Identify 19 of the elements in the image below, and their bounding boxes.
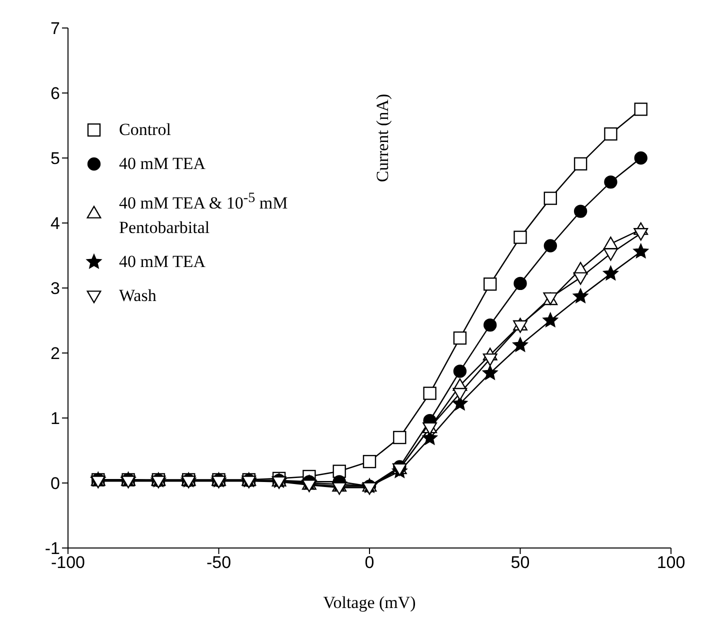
y-tick-label: 4 (50, 214, 60, 234)
y-axis-title: Current (nA) (373, 94, 392, 182)
x-axis-title: Voltage (mV) (323, 593, 416, 612)
legend-label: Wash (119, 284, 158, 307)
x-tick-label: -50 (206, 553, 232, 572)
x-tick-label: 0 (364, 553, 374, 572)
y-tick-label: 5 (50, 149, 60, 168)
y-tick-label: 6 (50, 84, 60, 104)
text: 40 mM TEA & 10$^{-5}$ mM Pentobarbital (119, 190, 288, 237)
y-tick-label: 0 (50, 474, 60, 494)
y-tick-label: 3 (50, 279, 60, 298)
legend-label: 40 mM TEA (119, 250, 207, 273)
x-tick-label: 50 (510, 553, 530, 572)
y-tick-label: 7 (50, 19, 60, 38)
y-tick-label: 1 (50, 409, 60, 428)
legend-label: Control (119, 119, 172, 141)
legend-label: 40 mM TEA (119, 153, 207, 175)
x-tick-label: 100 (656, 553, 686, 572)
y-tick-label: 2 (50, 344, 60, 364)
